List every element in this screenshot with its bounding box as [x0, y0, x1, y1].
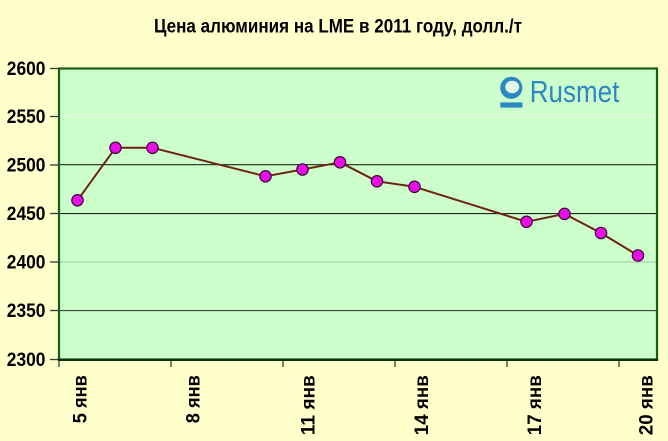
svg-text:20 янв: 20 янв: [637, 375, 658, 435]
svg-text:2350: 2350: [7, 301, 46, 322]
svg-text:2400: 2400: [7, 253, 46, 274]
svg-text:17 янв: 17 янв: [525, 375, 546, 435]
svg-text:2550: 2550: [7, 107, 46, 128]
svg-text:14 янв: 14 янв: [412, 375, 433, 435]
svg-text:2600: 2600: [7, 59, 46, 80]
svg-text:11 янв: 11 янв: [299, 375, 320, 435]
svg-text:2300: 2300: [7, 350, 46, 371]
svg-text:Rusmet: Rusmet: [530, 74, 620, 109]
svg-text:2450: 2450: [7, 204, 46, 225]
svg-text:8 янв: 8 янв: [184, 375, 205, 423]
svg-text:5 янв: 5 янв: [71, 375, 92, 423]
svg-text:Цена алюминия на LME в 2011 го: Цена алюминия на LME в 2011 году, долл./…: [154, 17, 522, 38]
svg-text:2500: 2500: [7, 156, 46, 177]
